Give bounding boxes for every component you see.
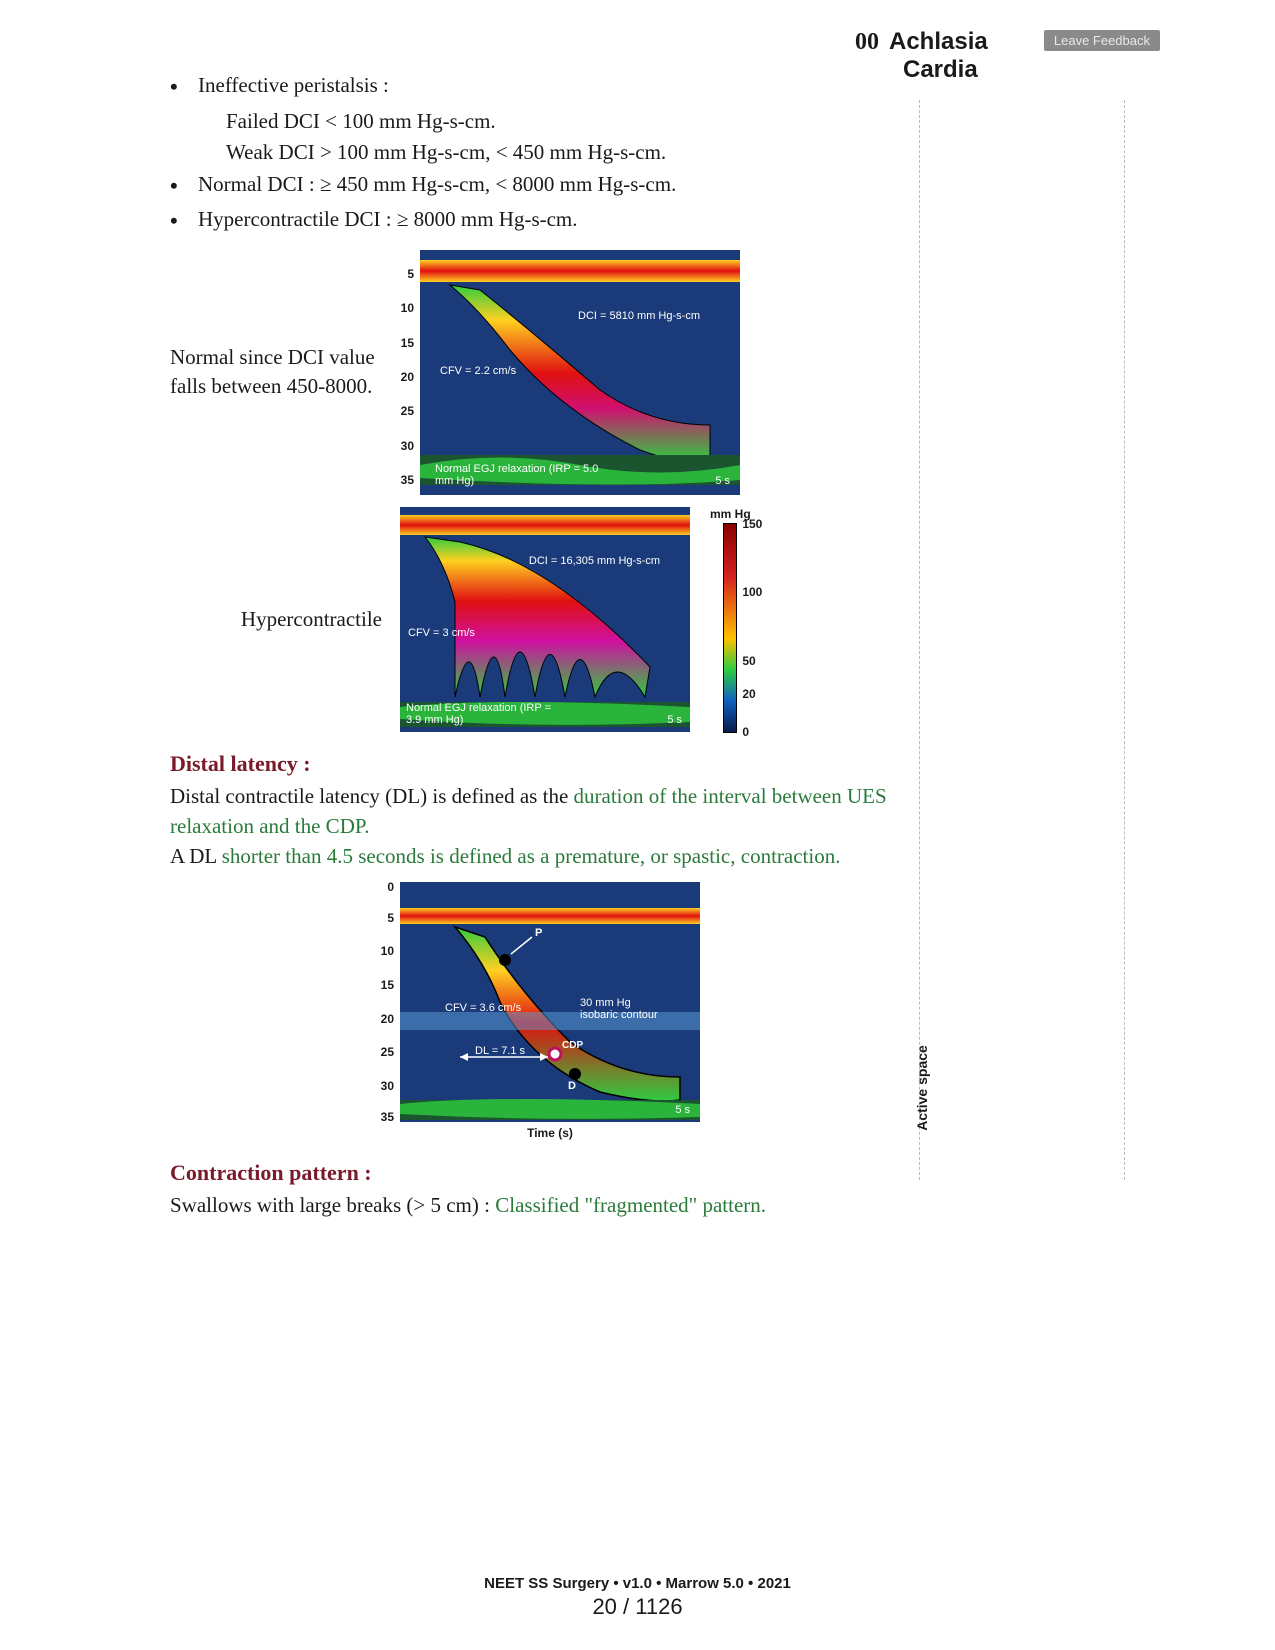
fig2-scale: 5 s [667,714,682,726]
cb-tick: 20 [742,687,755,701]
text-highlight: shorter than 4.5 seconds is defined as a… [222,844,841,868]
figure-1-caption: Normal since DCI value falls between 450… [170,343,390,402]
chapter-number: 00 [855,29,879,56]
figure-1-heatmap: DCI = 5810 mm Hg-s-cm CFV = 2.2 cm/s Nor… [420,250,740,495]
distal-paragraph-1: Distal contractile latency (DL) is defin… [170,781,890,842]
figure-1-row: Normal since DCI value falls between 450… [170,250,890,495]
ytick: 10 [401,301,420,315]
chapter-title-2: Cardia [903,56,1155,84]
ytick: 30 [381,1079,400,1093]
fig1-dci-text: DCI = 5810 mm Hg-s-cm [578,310,700,322]
chapter-title-1: Achlasia [889,28,988,56]
footer-source: NEET SS Surgery • v1.0 • Marrow 5.0 • 20… [0,1575,1275,1592]
ytick: 30 [401,439,420,453]
bullet-item: Normal DCI : ≥ 450 mm Hg-s-cm, < 8000 mm… [170,169,890,201]
bullet-item: Ineffective peristalsis : [170,70,890,102]
ytick: 10 [381,944,400,958]
bullet-item: Hypercontractile DCI : ≥ 8000 mm Hg-s-cm… [170,204,890,236]
fig3-d-label: D [568,1080,576,1092]
column-divider [1124,100,1125,1180]
text: Distal contractile latency (DL) is defin… [170,784,574,808]
ytick: 20 [401,370,420,384]
fig1-scale: 5 s [715,475,730,487]
cb-tick: 50 [742,654,755,668]
figure-2-heatmap: DCI = 16,305 mm Hg-s-cm CFV = 3 cm/s Nor… [400,507,690,732]
fig2-cfv-text: CFV = 3 cm/s [408,627,475,639]
ytick: 5 [387,911,400,925]
fig2-dci-text: DCI = 16,305 mm Hg-s-cm [529,555,660,567]
cb-tick: 0 [742,725,749,739]
figure-2-row: Hypercontractile [170,507,890,733]
column-divider [919,100,920,1180]
cb-tick: 100 [742,585,762,599]
fig3-cdp-label: CDP [562,1040,583,1051]
ytick: 35 [401,473,420,487]
text: A DL [170,844,222,868]
page-footer: NEET SS Surgery • v1.0 • Marrow 5.0 • 20… [0,1575,1275,1620]
fig3-xaxis-label: Time (s) [400,1126,700,1140]
footer-page-number: 20 / 1126 [0,1594,1275,1620]
fig3-iso-text: 30 mm Hg isobaric contour [580,997,670,1021]
leave-feedback-button[interactable]: Leave Feedback [1044,30,1160,51]
fig1-egj-text: Normal EGJ relaxation (IRP = 5.0 mm Hg) [435,463,615,487]
fig3-p-label: P [535,927,542,939]
bullet-sub: Failed DCI < 100 mm Hg-s-cm. [226,106,890,138]
fig2-egj-text: Normal EGJ relaxation (IRP = 3.9 mm Hg) [406,702,566,726]
contraction-paragraph: Swallows with large breaks (> 5 cm) : Cl… [170,1190,890,1220]
figure-3-heatmap: P CFV = 3.6 cm/s 30 mm Hg isobaric conto… [400,882,700,1122]
ytick: 0 [387,880,400,894]
distal-latency-heading: Distal latency : [170,751,890,777]
page-content: Ineffective peristalsis : Failed DCI < 1… [170,70,890,1220]
ytick: 5 [407,267,420,281]
cb-tick: 150 [742,517,762,531]
fig3-scale: 5 s [675,1104,690,1116]
ytick: 35 [381,1110,400,1124]
text: Swallows with large breaks (> 5 cm) : [170,1193,495,1217]
bullet-sub: Weak DCI > 100 mm Hg-s-cm, < 450 mm Hg-s… [226,137,890,169]
ytick: 25 [401,404,420,418]
distal-paragraph-2: A DL shorter than 4.5 seconds is defined… [170,841,890,871]
fig3-cfv-text: CFV = 3.6 cm/s [445,1002,521,1014]
bullet-list: Ineffective peristalsis : [170,70,890,102]
figure-2-caption: Hypercontractile [160,605,390,634]
ytick: 15 [401,336,420,350]
fig3-dl-text: DL = 7.1 s [475,1045,525,1057]
figure-3-row: Length along the esophagus (cm) 0 5 10 1… [170,882,890,1140]
contraction-heading: Contraction pattern : [170,1160,890,1186]
ytick: 15 [381,978,400,992]
ytick: 25 [381,1045,400,1059]
text-highlight: Classified "fragmented" pattern. [495,1193,766,1217]
fig1-cfv-text: CFV = 2.2 cm/s [440,365,516,377]
colorbar: mm Hg 150 100 50 20 0 [710,507,751,733]
active-space-label: Active space [914,1045,930,1131]
ytick: 20 [381,1012,400,1026]
bullet-list: Normal DCI : ≥ 450 mm Hg-s-cm, < 8000 mm… [170,169,890,236]
